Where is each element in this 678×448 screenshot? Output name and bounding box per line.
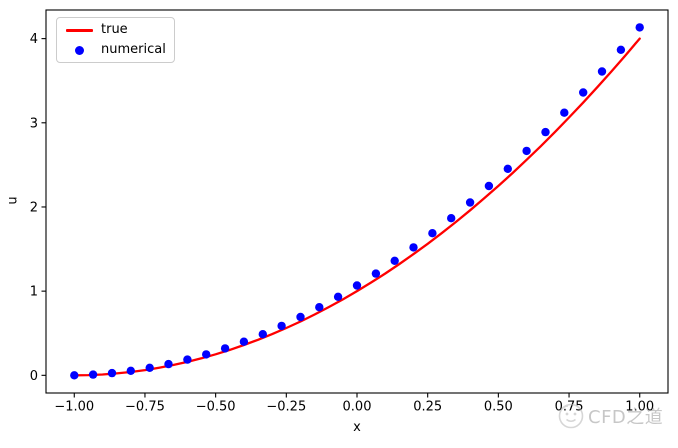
legend-line-sample bbox=[65, 28, 93, 32]
x-tick-label: 1.00 bbox=[625, 400, 654, 415]
watermark-text: CFD之道 bbox=[588, 407, 664, 428]
numerical-dot bbox=[597, 67, 607, 76]
numerical-dot bbox=[145, 363, 154, 372]
x-tick-label: −0.25 bbox=[266, 400, 306, 415]
numerical-dot bbox=[465, 198, 475, 207]
numerical-dot bbox=[220, 344, 230, 353]
x-tick-label: 0.00 bbox=[343, 400, 372, 415]
numerical-dot bbox=[579, 88, 588, 97]
numerical-dot bbox=[428, 229, 437, 238]
x-tick-label: −1.00 bbox=[54, 400, 94, 415]
legend-marker-area bbox=[57, 45, 101, 55]
numerical-dot bbox=[126, 366, 135, 375]
x-tick-label: 0.75 bbox=[555, 400, 584, 415]
doodle-face-circle-icon bbox=[558, 403, 584, 429]
true-line bbox=[73, 37, 641, 377]
legend-label-numerical: numerical bbox=[101, 42, 166, 57]
numerical-dot bbox=[503, 164, 512, 173]
y-tick-label: 2 bbox=[30, 200, 38, 215]
numerical-dot bbox=[371, 269, 381, 278]
numerical-dot bbox=[296, 312, 305, 322]
numerical-dot bbox=[333, 292, 343, 301]
numerical-dot bbox=[183, 355, 192, 364]
y-tick-label: 3 bbox=[30, 116, 38, 131]
x-tick-label: 0.25 bbox=[413, 400, 442, 415]
legend-marker-area bbox=[57, 28, 101, 32]
numerical-dot bbox=[635, 23, 644, 32]
x-tick-label: 0.50 bbox=[484, 400, 513, 415]
numerical-dot bbox=[541, 127, 550, 137]
numerical-dot bbox=[315, 303, 324, 312]
watermark: CFD之道 bbox=[557, 402, 663, 430]
numerical-dot bbox=[88, 370, 98, 379]
numerical-dot bbox=[107, 368, 117, 378]
numerical-dot bbox=[239, 337, 249, 346]
numerical-dot bbox=[522, 146, 531, 156]
y-axis-label: u bbox=[5, 196, 21, 205]
numerical-dot bbox=[164, 359, 173, 369]
numerical-dot bbox=[484, 181, 494, 191]
numerical-dot bbox=[202, 350, 211, 359]
x-tick-label: −0.75 bbox=[125, 400, 165, 415]
x-tick-label: −0.50 bbox=[196, 400, 236, 415]
numerical-dot bbox=[258, 330, 267, 339]
numerical-dot bbox=[70, 371, 79, 380]
numerical-dot bbox=[447, 214, 456, 223]
numerical-dot bbox=[352, 281, 362, 290]
numerical-dot bbox=[616, 45, 626, 54]
numerical-dot bbox=[390, 256, 399, 265]
numerical-dot bbox=[277, 321, 286, 331]
y-tick-label: 4 bbox=[30, 32, 38, 47]
legend-label-true: true bbox=[101, 22, 128, 37]
y-tick-label: 1 bbox=[30, 285, 38, 300]
legend-item-true: true bbox=[57, 20, 174, 40]
legend-dot-sample bbox=[74, 45, 84, 55]
x-axis-label: x bbox=[353, 420, 361, 435]
numerical-dot bbox=[560, 108, 569, 117]
legend-item-numerical: numerical bbox=[57, 40, 174, 60]
legend: true numerical bbox=[56, 17, 175, 63]
numerical-dot bbox=[409, 243, 418, 252]
y-tick-label: 0 bbox=[30, 369, 38, 384]
plot-frame bbox=[45, 9, 669, 394]
